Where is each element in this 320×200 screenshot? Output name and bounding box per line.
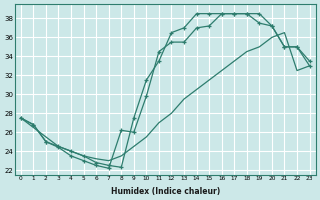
- X-axis label: Humidex (Indice chaleur): Humidex (Indice chaleur): [111, 187, 220, 196]
